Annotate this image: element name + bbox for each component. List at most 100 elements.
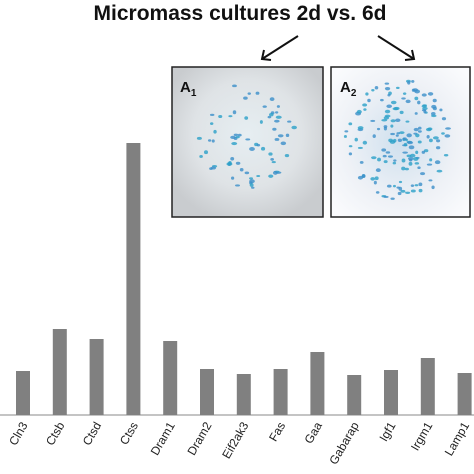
cell-dot	[249, 177, 254, 180]
cell-dot	[390, 197, 395, 200]
cell-dot	[402, 151, 408, 154]
cell-dot	[269, 113, 274, 117]
cell-dot	[280, 141, 287, 146]
cell-dot	[374, 176, 379, 181]
cell-dot	[428, 138, 433, 143]
cell-dot	[387, 155, 393, 158]
cell-dot	[407, 141, 414, 145]
cell-dot	[423, 149, 429, 153]
cell-dot	[232, 84, 237, 88]
cell-dot	[392, 184, 396, 188]
cell-dot	[390, 100, 397, 105]
cell-dot	[418, 126, 422, 130]
cell-dot	[233, 133, 239, 136]
cell-dot	[406, 133, 412, 138]
cell-dot	[376, 127, 381, 131]
panel-index: 1	[191, 88, 197, 99]
cell-dot	[426, 163, 433, 166]
cell-dot	[421, 109, 427, 112]
cell-dot	[249, 183, 254, 187]
cell-dot	[207, 139, 212, 142]
cell-dot	[249, 147, 255, 151]
x-tick-label: Gabarap	[326, 419, 362, 467]
cell-dot	[269, 97, 275, 102]
bar	[457, 373, 472, 415]
cell-dot	[235, 184, 240, 187]
cell-dot	[260, 146, 266, 151]
cell-dot	[422, 104, 427, 107]
cell-dot	[275, 111, 279, 114]
cell-dot	[398, 186, 403, 191]
cell-dot	[348, 145, 353, 148]
cell-dot	[235, 161, 241, 165]
cell-dot	[249, 179, 255, 184]
cell-dot	[383, 195, 389, 199]
cell-dot	[383, 160, 388, 164]
bar	[16, 371, 30, 415]
cell-dot	[275, 115, 282, 119]
cell-dot	[370, 177, 376, 181]
cell-dot	[362, 103, 368, 107]
cell-dot	[415, 133, 420, 138]
cell-dot	[362, 140, 368, 145]
cell-dot	[291, 125, 297, 130]
cell-dot	[356, 109, 362, 114]
cell-dot	[256, 143, 261, 147]
cell-dot	[414, 162, 420, 165]
cell-dot	[386, 184, 392, 188]
cell-dot	[361, 174, 366, 178]
x-tick-label: Dram2	[184, 419, 214, 457]
cell-dot	[431, 185, 435, 190]
cell-dot	[385, 151, 391, 154]
cell-dot	[436, 169, 443, 173]
cell-dot	[404, 167, 410, 171]
cell-dot	[395, 134, 399, 137]
cell-dot	[284, 154, 290, 158]
cell-dot	[382, 154, 387, 158]
cell-dot	[213, 129, 217, 134]
cell-dot	[426, 135, 430, 139]
arrow	[261, 35, 299, 60]
cell-dot	[428, 179, 433, 182]
cell-dot	[256, 174, 261, 178]
panel-label: A2	[340, 79, 357, 99]
cell-dot	[239, 168, 244, 172]
cell-dot	[383, 126, 388, 131]
cell-dot	[359, 160, 364, 164]
cell-dot	[431, 114, 437, 118]
cell-dot	[405, 120, 410, 123]
cell-dot	[415, 150, 419, 155]
cell-dot	[285, 133, 290, 137]
cell-dot	[199, 155, 203, 158]
cell-dot	[277, 134, 284, 138]
chart-title: Micromass cultures 2d vs. 6d	[94, 2, 387, 25]
cell-dot	[381, 148, 387, 152]
cell-dot	[363, 108, 367, 111]
bar	[347, 375, 362, 415]
cell-dot	[417, 166, 421, 170]
bar	[200, 369, 214, 415]
cell-dot	[274, 138, 280, 141]
cell-dot	[392, 161, 397, 165]
cell-dot	[402, 137, 407, 141]
cell-dot	[432, 98, 437, 103]
cell-dot	[399, 110, 404, 115]
cell-dot	[414, 112, 418, 115]
cell-dot	[445, 127, 451, 130]
cell-dot	[414, 89, 421, 94]
cell-dot	[441, 117, 447, 121]
cell-dot	[390, 124, 394, 128]
cell-dot	[365, 92, 369, 96]
cell-dot	[354, 137, 358, 142]
bar	[89, 339, 104, 415]
x-tick-label: Dram1	[148, 419, 178, 457]
cell-dot	[411, 88, 415, 92]
cell-dot	[421, 93, 427, 97]
x-tick-label: Ctsd	[80, 420, 104, 448]
cell-dot	[401, 166, 406, 171]
cell-dot	[420, 172, 426, 176]
cell-dot	[348, 122, 353, 126]
cell-dot	[375, 168, 381, 173]
cell-dot	[421, 150, 426, 154]
